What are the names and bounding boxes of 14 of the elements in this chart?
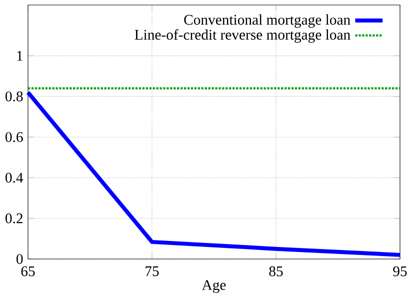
x-tick-label: 85 [269, 266, 283, 276]
x-axis-title: Age [202, 280, 226, 293]
y-tick-label: 0.2 [6, 213, 22, 224]
x-tick-label: 95 [393, 266, 407, 276]
x-tick-label: 65 [21, 266, 35, 276]
y-tick-label: 0.4 [6, 172, 24, 183]
line-series [26, 90, 402, 257]
x-tick-label: 75 [146, 266, 159, 276]
legend-label: Conventional mortgage loan [184, 14, 350, 28]
y-tick-label: 1 [17, 50, 22, 61]
y-tick-label: 0 [16, 254, 23, 264]
y-tick-label: 0.6 [6, 132, 23, 142]
y-tick-label: 0.8 [6, 91, 23, 102]
legend-label: Line-of-credit reverse mortgage loan [134, 29, 350, 43]
